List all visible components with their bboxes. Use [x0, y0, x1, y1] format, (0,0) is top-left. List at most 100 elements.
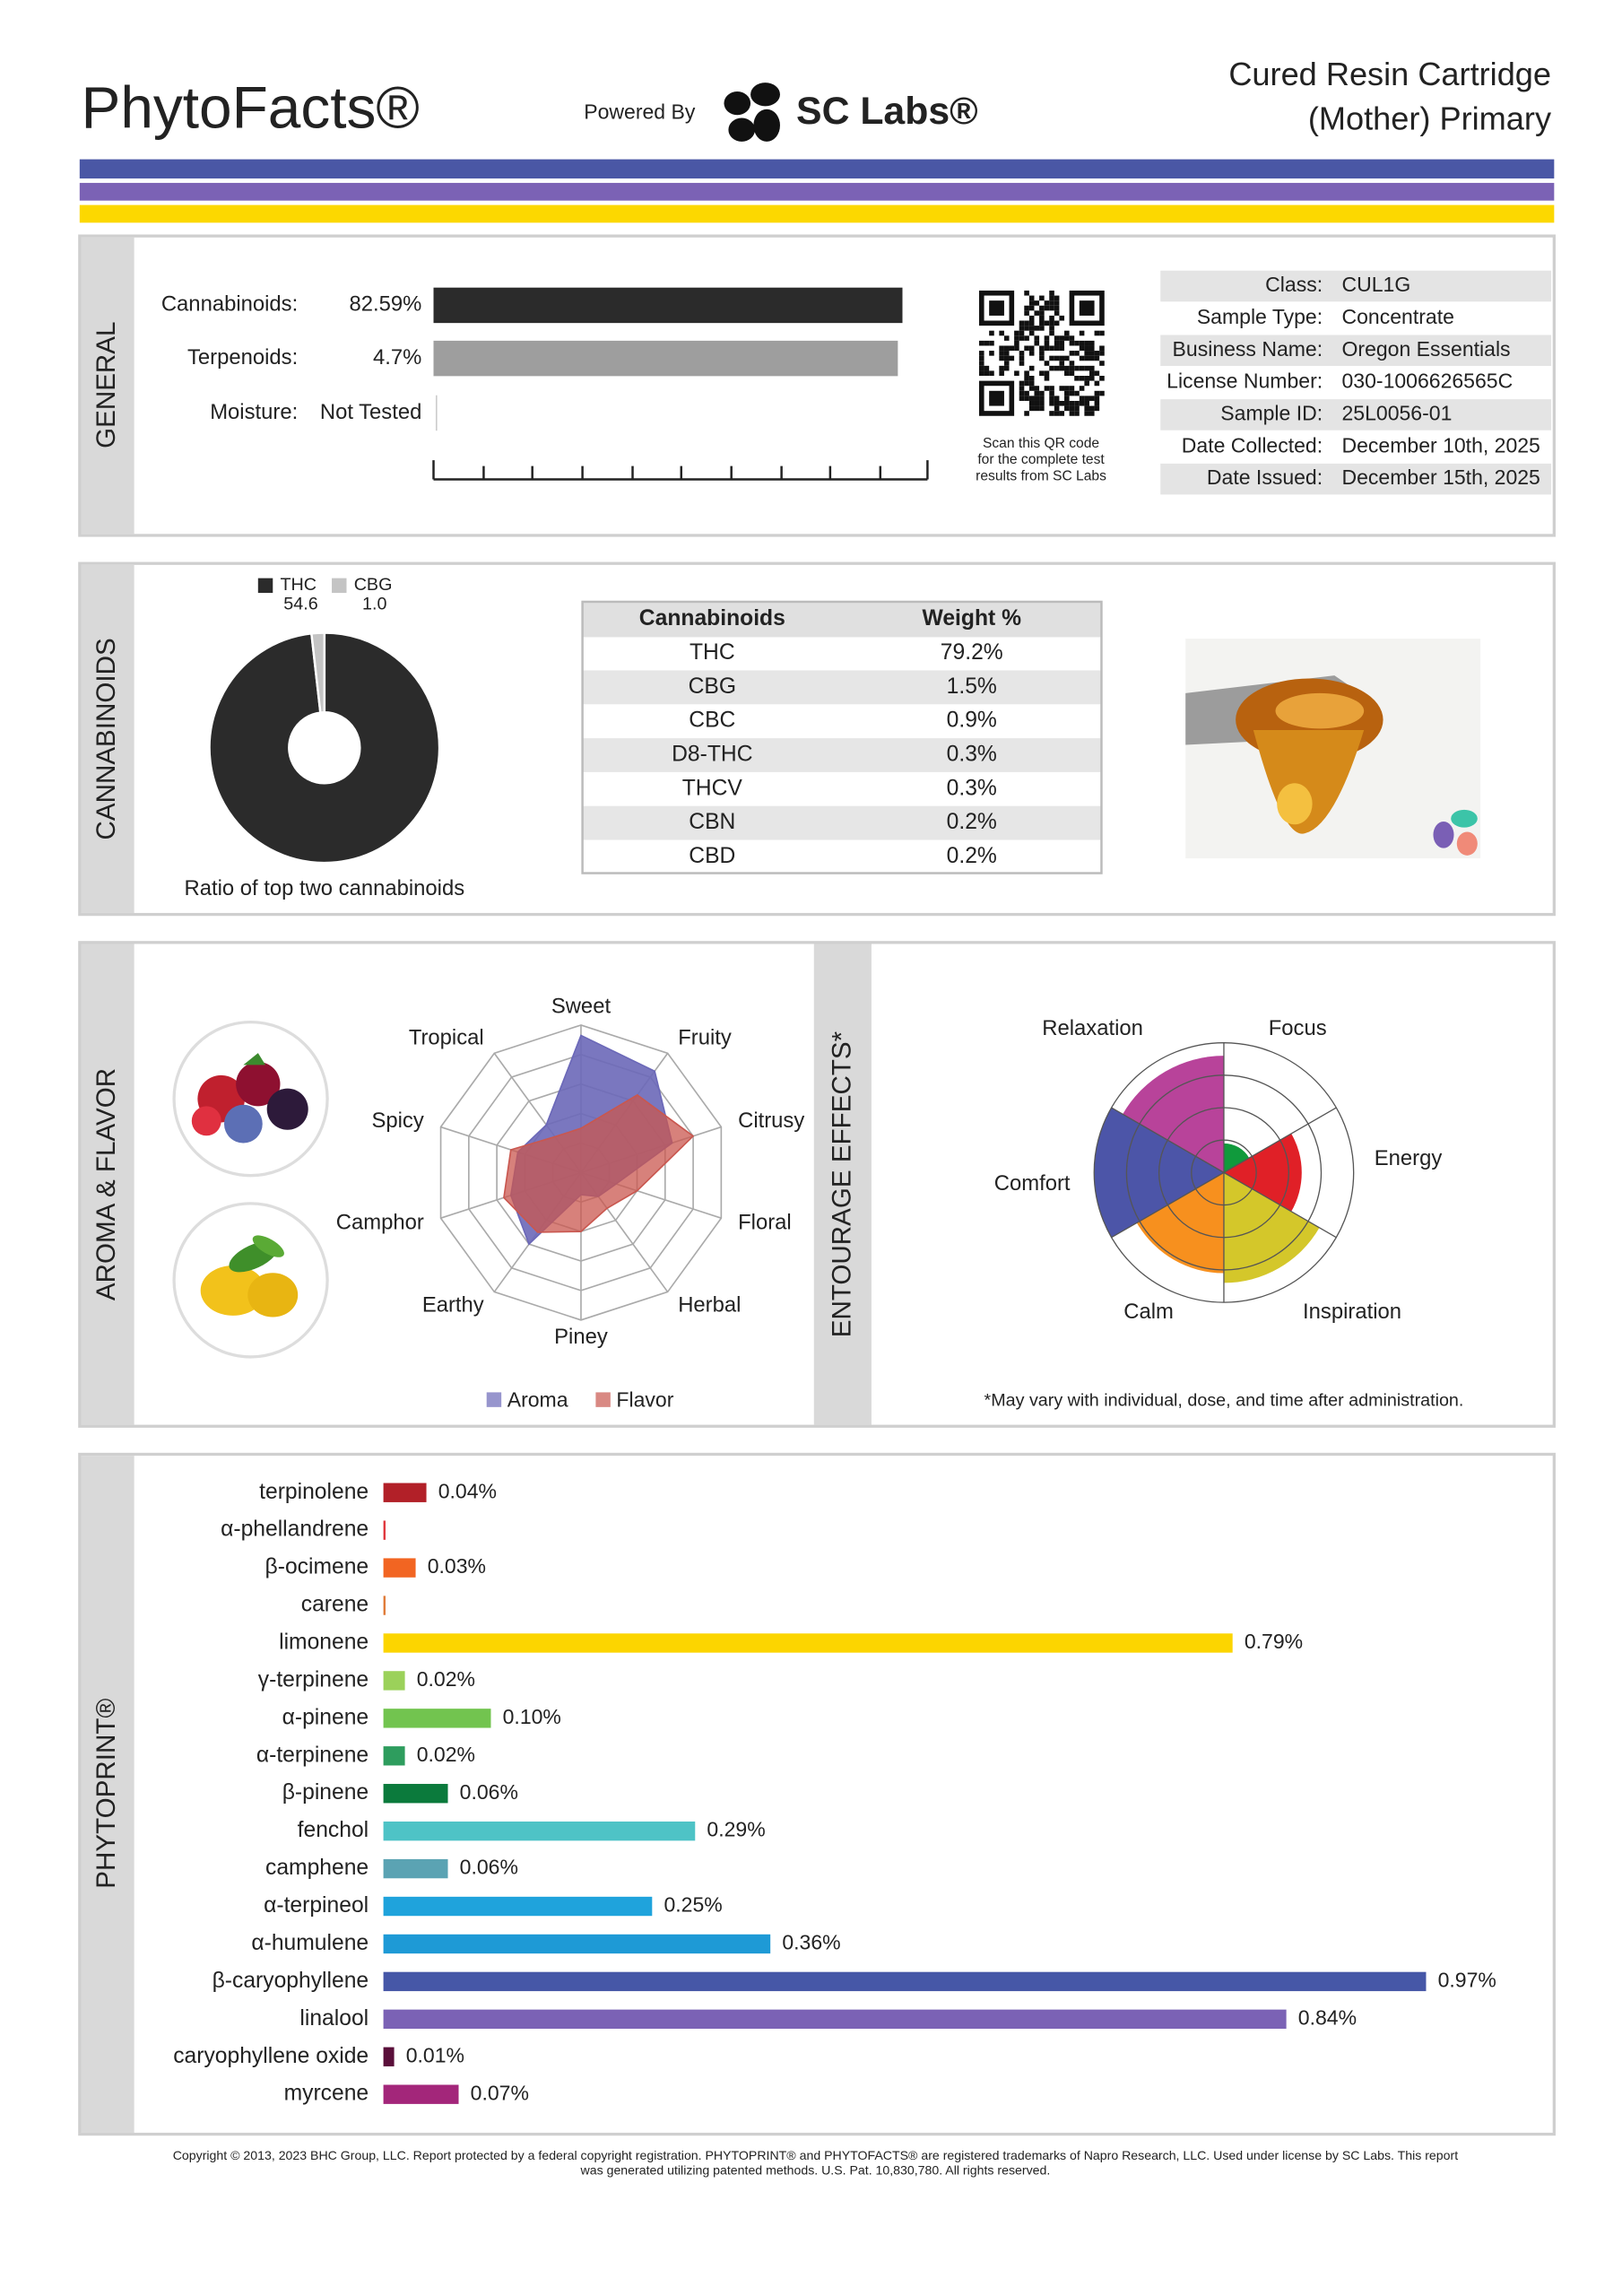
qr-cell	[999, 345, 1004, 352]
qr-cell	[1069, 370, 1075, 377]
info-row-bg	[1160, 335, 1552, 367]
qr-cell	[1028, 365, 1035, 371]
qr-cell	[1054, 345, 1060, 352]
qr-caption: Scan this QR code	[983, 436, 1099, 451]
qr-cell	[1069, 411, 1075, 416]
qr-cell	[999, 330, 1004, 336]
terpene-label: β-ocimene	[265, 1555, 369, 1579]
qr-cell	[1034, 300, 1040, 306]
radar-axis-label: Earthy	[422, 1293, 484, 1318]
bar-label: Terpenoids:	[187, 345, 298, 370]
polar-spoke	[1223, 1107, 1337, 1173]
radar-axis-label: Citrusy	[738, 1109, 804, 1133]
legend-label: Flavor	[616, 1387, 673, 1411]
qr-cell	[1028, 320, 1035, 326]
qr-cell	[1074, 390, 1080, 396]
legend-swatch	[595, 1392, 611, 1407]
radar-axis-label: Spicy	[372, 1109, 424, 1133]
qr-cell	[1024, 370, 1029, 377]
qr-finder	[989, 300, 1004, 316]
qr-cell	[1099, 351, 1105, 356]
qr-cell	[1049, 390, 1054, 396]
qr-cell	[1049, 300, 1054, 306]
legend-swatch	[486, 1392, 502, 1407]
qr-cell	[1044, 386, 1050, 391]
terpene-bar	[383, 2084, 459, 2104]
section-tabs	[81, 237, 872, 2133]
footer: Copyright © 2013, 2023 BHC Group, LLC. R…	[173, 2148, 1458, 2162]
qr-cell	[1064, 365, 1070, 371]
qr-cell	[1014, 330, 1019, 336]
qr-cell	[999, 355, 1004, 361]
qr-cell	[1084, 400, 1089, 406]
moisture-label: Moisture:	[210, 400, 298, 424]
qr-cell	[1094, 390, 1100, 396]
qr-cell	[1003, 355, 1010, 361]
terpene-label: fenchol	[298, 1818, 369, 1842]
qr-cell	[1094, 330, 1100, 336]
qr-cell	[1039, 295, 1045, 301]
table-cell: THC	[690, 640, 735, 665]
terpene-bar	[383, 1784, 448, 1804]
polar-sector	[1123, 1056, 1224, 1173]
qr-cell	[1039, 396, 1045, 401]
terpene-label: α-terpinene	[256, 1743, 369, 1767]
qr-cell	[1039, 355, 1045, 361]
qr-cell	[1054, 405, 1060, 412]
qr-cell	[1024, 390, 1029, 396]
qr-cell	[1019, 396, 1025, 401]
qr-cell	[1024, 376, 1029, 381]
terpene-value: 0.36%	[782, 1931, 840, 1954]
qr-cell	[1049, 396, 1054, 401]
radar-axis-label: Piney	[554, 1325, 608, 1349]
qr-cell	[1024, 345, 1029, 352]
legend-label: CBG	[354, 575, 393, 595]
terpene-bar	[383, 1596, 386, 1615]
qr-cell	[1069, 335, 1075, 341]
product-name: (Mother) Primary	[1308, 100, 1551, 136]
qr-cell	[1054, 295, 1060, 301]
product-photo	[1185, 639, 1481, 859]
table-row-bg	[582, 670, 1102, 705]
qr-cell	[1089, 340, 1095, 346]
qr-cell	[1099, 361, 1105, 366]
terpene-value: 0.04%	[438, 1479, 497, 1502]
qr-cell	[1014, 370, 1019, 377]
qr-cell	[1039, 370, 1045, 377]
qr-cell	[1024, 310, 1029, 316]
qr-cell	[1034, 405, 1040, 412]
qr-cell	[1014, 340, 1019, 346]
qr-cell	[1079, 340, 1085, 346]
qr-cell	[1054, 320, 1060, 326]
polar-label: Relaxation	[1042, 1016, 1143, 1040]
qr-cell	[1049, 320, 1054, 326]
stripe	[79, 159, 1555, 178]
qr-cell	[1054, 335, 1060, 341]
qr-cell	[1024, 380, 1029, 387]
terpene-bar	[383, 1896, 653, 1917]
qr-cell	[978, 365, 984, 371]
qr-cell	[1079, 345, 1085, 352]
terpene-label: β-caryophyllene	[213, 1969, 369, 1993]
qr-cell	[1089, 376, 1095, 381]
qr-cell	[1059, 355, 1065, 361]
polar-sector	[1136, 1172, 1224, 1274]
ruler	[432, 460, 929, 481]
qr-cell	[1079, 330, 1085, 336]
qr-caption: for the complete test	[977, 452, 1105, 467]
qr-cell	[1044, 370, 1050, 377]
legend-label: THC	[280, 575, 317, 595]
legend-swatch	[332, 578, 347, 594]
polar-label: Energy	[1375, 1146, 1443, 1170]
qr-cell	[999, 365, 1004, 371]
qr-cell	[1028, 351, 1035, 356]
qr-cell	[1044, 376, 1050, 381]
qr-cell	[1019, 320, 1025, 326]
qr-cell	[989, 351, 994, 356]
qr-cell	[1094, 400, 1100, 406]
table-cell: 0.3%	[947, 743, 997, 767]
qr-cell	[1028, 305, 1035, 311]
qr-cell	[1019, 330, 1025, 336]
qr-cell	[1074, 365, 1080, 371]
terpene-bar	[383, 1746, 405, 1766]
